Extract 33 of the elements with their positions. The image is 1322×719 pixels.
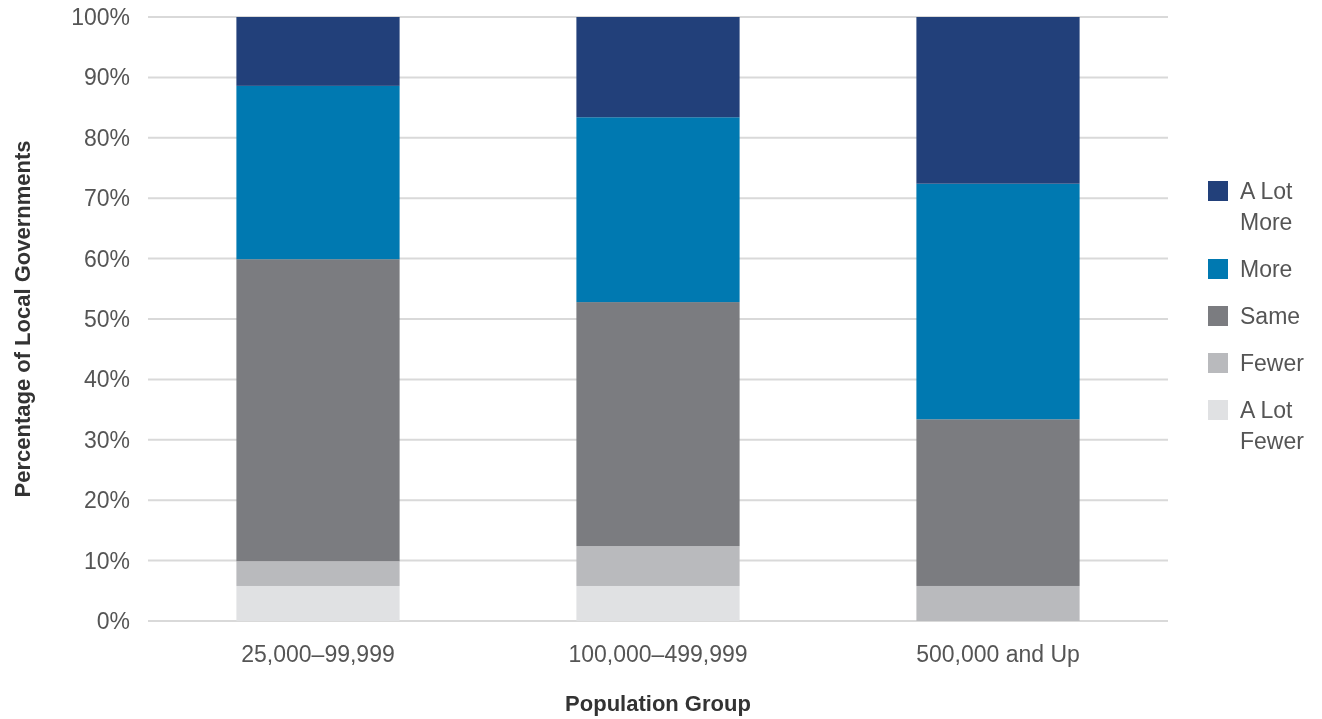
bar (236, 85, 400, 260)
y-tick-label: 100% (71, 4, 130, 30)
y-tick-label: 10% (83, 547, 130, 574)
bar (576, 117, 740, 303)
x-tick-label: 25,000–99,999 (241, 641, 395, 667)
y-tick-label: 50% (83, 306, 130, 332)
bar (916, 183, 1080, 420)
x-tick-label: 100,000–499,999 (568, 641, 748, 667)
y-tick-label: 30% (83, 426, 130, 453)
y-tick-label: 80% (83, 124, 130, 151)
legend-label: Fewer (1240, 350, 1305, 376)
bar (236, 259, 400, 562)
y-tick-label: 40% (83, 366, 130, 393)
bar (916, 419, 1080, 586)
bar (576, 17, 740, 118)
x-axis-title: Population Group (565, 691, 751, 716)
bar (236, 561, 400, 586)
bar (916, 585, 1080, 621)
bar (576, 546, 740, 586)
y-axis-title: Percentage of Local Governments (10, 140, 35, 498)
bar (576, 302, 740, 547)
y-tick-label: 90% (83, 64, 130, 91)
y-tick-label: 60% (83, 245, 130, 272)
y-tick-label: 70% (83, 185, 130, 212)
legend-label: More (1240, 256, 1293, 282)
y-tick-label: 20% (83, 487, 130, 514)
legend-label: A Lot More (1240, 178, 1294, 235)
legend-label: Same (1240, 303, 1301, 329)
y-tick-label: 0% (96, 608, 130, 634)
x-tick-label: 500,000 and Up (916, 641, 1080, 667)
bar (236, 17, 400, 86)
bar (916, 17, 1080, 184)
legend-label: A Lot Fewer (1240, 397, 1305, 454)
